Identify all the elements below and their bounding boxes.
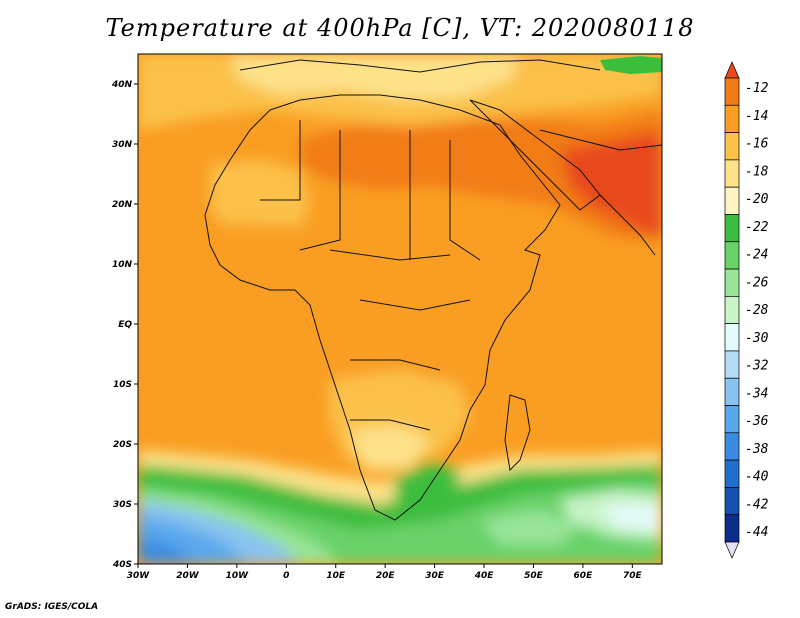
colorbar-top-arrow: [724, 61, 740, 79]
lon-tick-label: 60E: [574, 571, 594, 581]
grads-credit: GrADS: IGES/COLA: [5, 602, 99, 612]
colorbar-label: -24: [745, 248, 768, 263]
lon-tick-label: 40E: [474, 571, 495, 581]
lat-tick-label: 30S: [113, 500, 132, 510]
lat-tick-label: 20N: [112, 200, 133, 210]
colorbar-swatch: [724, 323, 740, 352]
lon-tick-label: 30W: [127, 571, 151, 581]
colorbar-swatch: [724, 377, 740, 406]
colorbar-swatch: [724, 296, 740, 324]
colorbar-label: -30: [745, 331, 769, 346]
colorbar-label: -26: [745, 275, 769, 290]
colorbar-label: -32: [745, 359, 769, 374]
lat-tick-label: 40S: [112, 560, 132, 570]
lon-tick-label: 0: [283, 571, 289, 581]
lat-tick-label: EQ: [118, 320, 132, 330]
lat-tick-label: 10N: [112, 260, 133, 270]
lon-tick-label: 70E: [623, 571, 643, 581]
colorbar-label: -36: [745, 414, 769, 429]
colorbar-swatch: [724, 77, 740, 106]
colorbar-swatch: [724, 459, 740, 488]
colorbar-label: -16: [745, 137, 769, 152]
colorbar-swatch: [724, 186, 740, 215]
map-frame: [137, 53, 663, 565]
temperature-field: [138, 54, 662, 564]
colorbar-swatch: [724, 487, 740, 516]
colorbar-swatch: [724, 268, 740, 297]
colorbar-bottom-arrow: [724, 541, 740, 559]
lon-tick-label: 30E: [425, 571, 445, 581]
colorbar-swatch: [724, 104, 740, 133]
colorbar-swatch: [724, 159, 740, 188]
colorbar-label: -28: [745, 303, 769, 318]
lat-tick-label: 30N: [112, 140, 133, 150]
colorbar-swatch: [724, 405, 740, 434]
coastlines: [204, 59, 662, 521]
map-title: Temperature at 400hPa [C], VT: 202008011…: [105, 14, 695, 42]
lon-tick-label: 50E: [524, 571, 544, 581]
colorbar-label: -42: [745, 497, 769, 512]
colorbar-label: -34: [745, 386, 768, 401]
colorbar-swatch: [724, 350, 740, 379]
colorbar-swatch: [724, 432, 740, 461]
colorbar-label: -44: [745, 525, 768, 540]
colorbar-swatch: [724, 214, 740, 243]
lon-tick-label: 20E: [376, 571, 396, 581]
colorbar-swatch: [724, 514, 740, 543]
lon-tick-label: 20W: [176, 571, 200, 581]
colorbar-swatch: [724, 241, 740, 270]
colorbar-label: -14: [745, 109, 768, 124]
colorbar-label: -40: [745, 470, 769, 485]
lon-tick-label: 10W: [226, 571, 250, 581]
colorbar-label: -18: [745, 164, 769, 179]
lat-tick-label: 20S: [113, 440, 132, 450]
lat-tick-label: 10S: [113, 380, 132, 390]
colorbar: -12 -14 -16 -18 -20 -22 -24 -26 -28 -30 -32 -34 -36 -…: [724, 61, 769, 559]
colorbar-label: -20: [745, 192, 769, 207]
colorbar-swatch: [724, 132, 740, 161]
lon-tick-label: 10E: [326, 571, 346, 581]
colorbar-label: -22: [745, 220, 769, 235]
colorbar-label: -12: [745, 81, 769, 96]
colorbar-label: -38: [745, 442, 769, 457]
axis-ticks: 30W 20W 10W 0 10E 20E 30E 40E 50E 60E 70E 40N 30N 20N…: [111, 80, 643, 581]
lat-tick-label: 40N: [111, 80, 133, 90]
